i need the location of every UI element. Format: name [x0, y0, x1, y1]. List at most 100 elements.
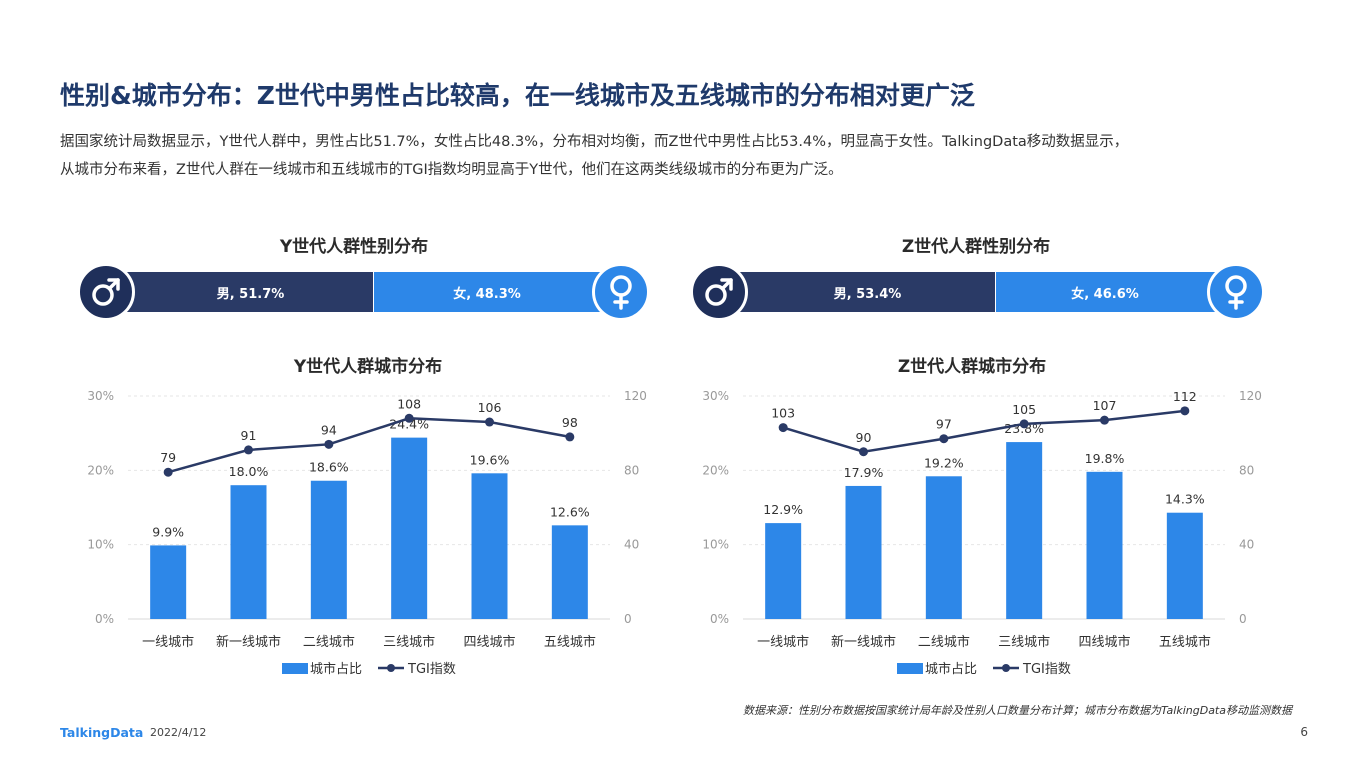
y-female-segment: 女, 48.3%: [373, 272, 622, 312]
y-tick-label: 30%: [702, 389, 729, 403]
tgi-value-label: 108: [397, 396, 421, 411]
legend-bar-swatch: [282, 663, 308, 674]
tgi-point: [1100, 415, 1109, 425]
y-tick-label: 10%: [87, 538, 114, 552]
bar: [310, 480, 347, 619]
bar: [150, 545, 187, 619]
bar-value-label: 9.9%: [152, 524, 184, 539]
tgi-point: [859, 447, 868, 457]
tgi-point: [244, 445, 253, 455]
tgi-value-label: 91: [241, 428, 257, 443]
bar: [230, 485, 267, 619]
bar: [1006, 442, 1043, 619]
tgi-value-label: 107: [1093, 398, 1117, 413]
legend-line-label: TGI指数: [407, 662, 456, 677]
y-tick-label: 20%: [87, 463, 114, 477]
source-note: 数据来源：性别分布数据按国家统计局年龄及性别人口数量分布计算；城市分布数据为Ta…: [742, 704, 1292, 717]
category-label: 一线城市: [142, 634, 194, 650]
legend-bar-label: 城市占比: [925, 661, 977, 677]
bar-value-label: 18.6%: [309, 460, 349, 475]
y-city-chart: 0% 10% 20% 30% 0 40 80 120 9.9% 一线城市 18.0% 新一线城市 18.…: [87, 389, 647, 677]
tgi-point: [778, 423, 788, 433]
z-male-segment: 男, 53.4%: [718, 272, 995, 312]
tgi-point: [485, 417, 494, 427]
category-label: 一线城市: [757, 634, 809, 650]
z-gender-bar: 男, 53.4% 女, 46.6%: [718, 272, 1236, 312]
female-symbol-icon: [1207, 263, 1265, 321]
z-city-chart-title: Z世代人群城市分布: [897, 357, 1047, 377]
bar: [765, 523, 802, 619]
male-symbol-icon: [690, 263, 748, 321]
bar-value-label: 12.6%: [550, 504, 590, 519]
bar: [925, 476, 962, 619]
category-label: 四线城市: [1078, 634, 1130, 650]
y-male-segment: 男, 51.7%: [106, 272, 373, 312]
tgi-value-label: 98: [562, 415, 578, 430]
bar: [1086, 471, 1123, 619]
y2-tick-label: 0: [624, 612, 632, 626]
y-tick-label: 0%: [95, 612, 114, 626]
tgi-value-label: 90: [856, 430, 872, 445]
page-number: 6: [1300, 725, 1308, 739]
category-label: 新一线城市: [831, 634, 896, 650]
category-label: 五线城市: [1159, 634, 1211, 650]
category-label: 二线城市: [918, 634, 970, 650]
tgi-point: [565, 432, 575, 442]
bar: [471, 473, 508, 619]
bar-value-label: 19.8%: [1085, 451, 1125, 466]
y2-tick-label: 80: [1239, 463, 1254, 477]
intro-line-2: 从城市分布来看，Z世代人群在一线城市和五线城市的TGI指数均明显高于Y世代，他们…: [60, 162, 843, 178]
tgi-line: [167, 417, 571, 474]
tgi-point: [404, 413, 414, 423]
page-title: 性别&城市分布：Z世代中男性占比较高，在一线城市及五线城市的分布相对更广泛: [60, 81, 975, 110]
bar-value-label: 19.2%: [924, 455, 964, 470]
category-label: 三线城市: [998, 634, 1050, 650]
tgi-value-label: 112: [1173, 389, 1197, 404]
category-label: 五线城市: [544, 634, 596, 650]
legend-bar-label: 城市占比: [310, 661, 362, 677]
bar: [1166, 512, 1203, 619]
footer-date: 2022/4/12: [150, 726, 207, 739]
bar: [551, 525, 588, 619]
tgi-line: [782, 409, 1185, 454]
bar-value-label: 18.0%: [229, 464, 269, 479]
legend-line-marker: [387, 664, 395, 672]
tgi-point: [163, 467, 173, 477]
category-label: 三线城市: [383, 634, 435, 650]
y-female-label: 女, 48.3%: [453, 286, 521, 302]
y2-tick-label: 40: [1239, 538, 1254, 552]
z-female-segment: 女, 46.6%: [995, 272, 1236, 312]
y2-tick-label: 120: [1239, 389, 1262, 403]
y-male-label: 男, 51.7%: [216, 286, 285, 302]
bar-value-label: 12.9%: [763, 502, 803, 517]
z-female-label: 女, 46.6%: [1071, 286, 1139, 302]
tgi-value-label: 79: [160, 450, 176, 465]
bar: [391, 437, 428, 619]
tgi-value-label: 97: [936, 417, 952, 432]
legend-bar-swatch: [897, 663, 923, 674]
y-gender-bar: 男, 51.7% 女, 48.3%: [106, 272, 622, 312]
y2-tick-label: 120: [624, 389, 647, 403]
y-tick-label: 10%: [702, 538, 729, 552]
y2-tick-label: 80: [624, 463, 639, 477]
female-symbol-icon: [592, 263, 650, 321]
intro-line-1: 据国家统计局数据显示，Y世代人群中，男性占比51.7%，女性占比48.3%，分布…: [60, 134, 1129, 150]
category-label: 四线城市: [463, 634, 515, 650]
bar-value-label: 19.6%: [470, 452, 510, 467]
y-tick-label: 0%: [710, 612, 729, 626]
bar: [845, 485, 882, 619]
z-gender-title: Z世代人群性别分布: [901, 237, 1051, 257]
z-city-chart: 0% 10% 20% 30% 0 40 80 120 12.9% 一线城市 17.9% 新一线城市 19…: [702, 389, 1262, 677]
tgi-point: [324, 439, 334, 449]
tgi-value-label: 106: [478, 400, 502, 415]
y2-tick-label: 40: [624, 538, 639, 552]
tgi-value-label: 105: [1012, 402, 1036, 417]
y-city-chart-title: Y世代人群城市分布: [293, 357, 443, 377]
category-label: 新一线城市: [216, 634, 281, 650]
tgi-value-label: 94: [321, 422, 337, 437]
tgi-point: [939, 434, 949, 444]
tgi-point: [1019, 419, 1029, 429]
talkingdata-logo: TalkingData: [60, 725, 144, 740]
legend-line-label: TGI指数: [1022, 662, 1071, 677]
y-gender-title: Y世代人群性别分布: [279, 237, 429, 257]
